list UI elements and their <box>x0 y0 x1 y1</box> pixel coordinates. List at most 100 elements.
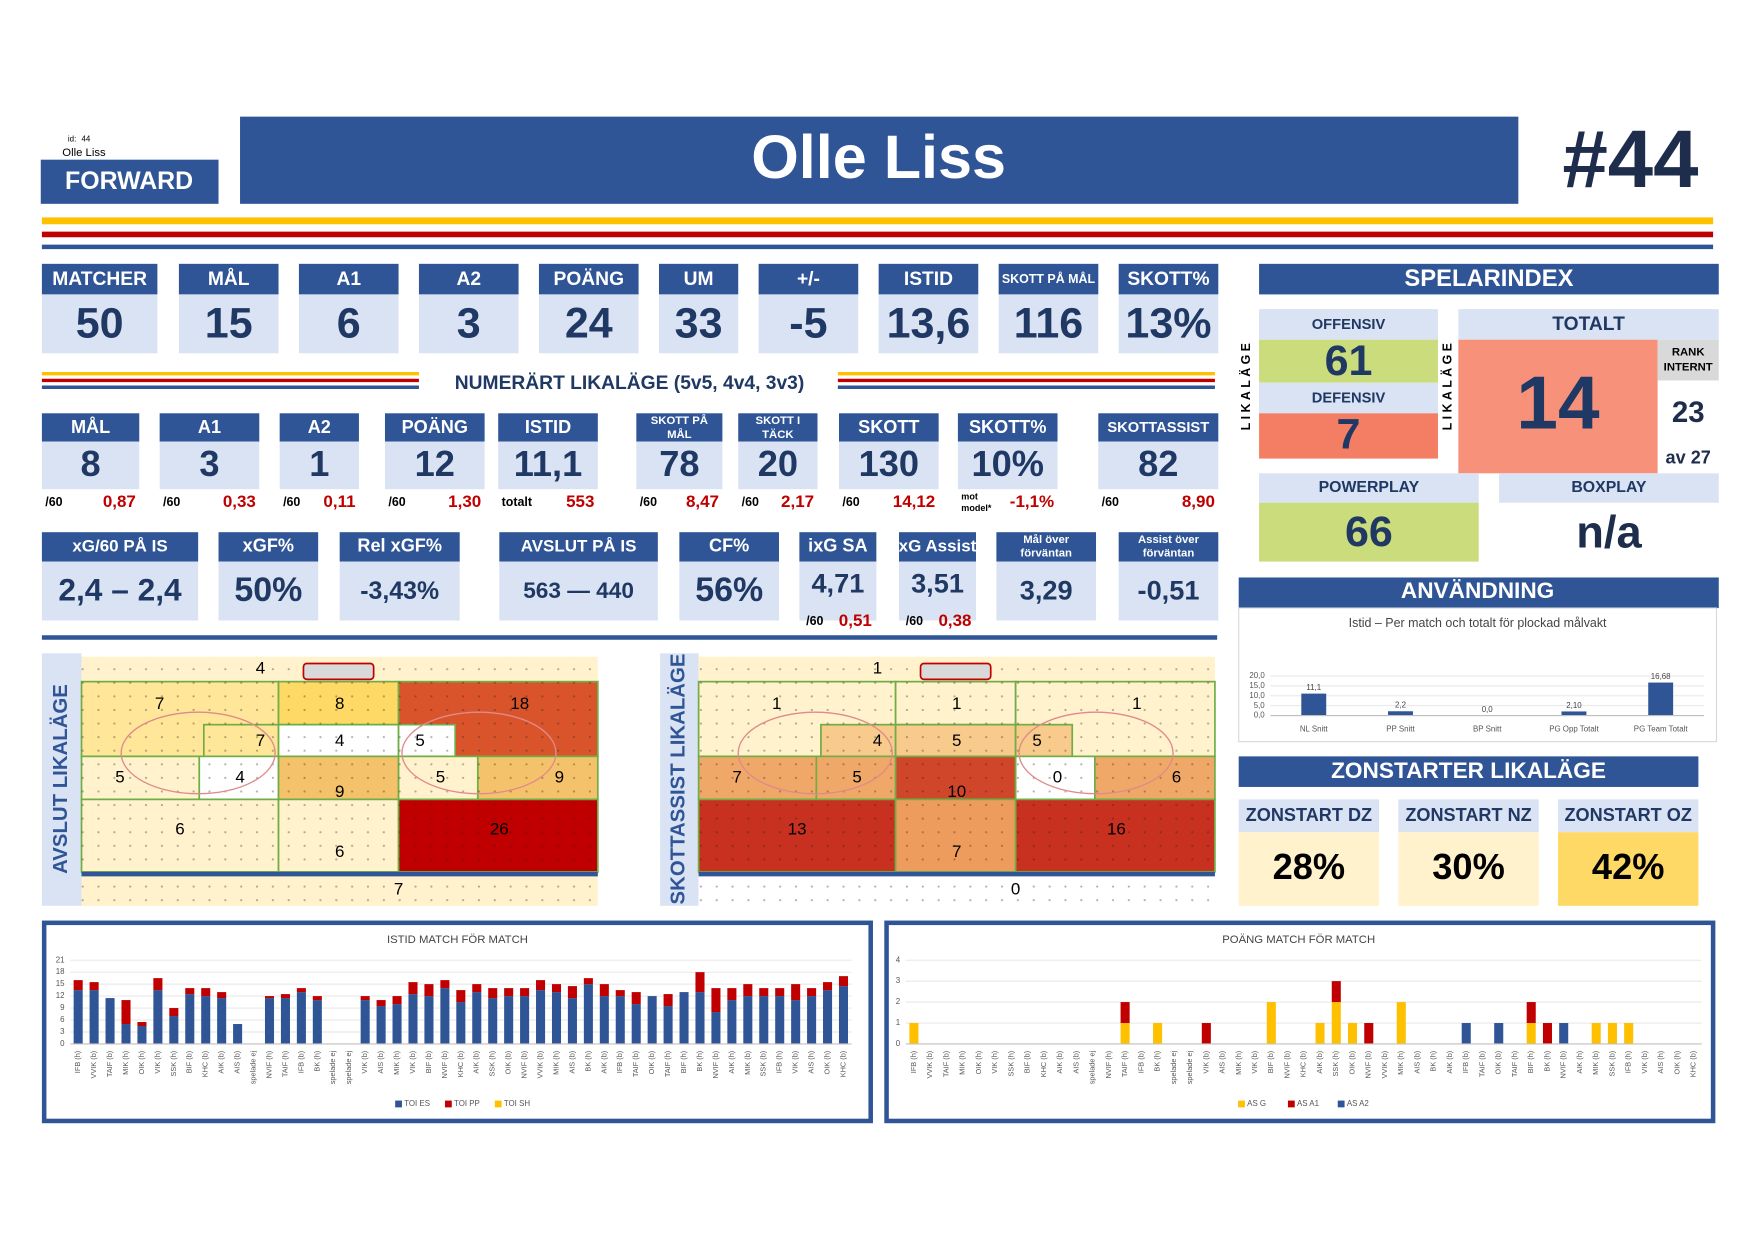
data-label: 0,0 <box>1482 705 1494 714</box>
y-tick-label: 15 <box>56 979 65 988</box>
bar-segment <box>711 1012 721 1044</box>
legend-label: TOI ES <box>404 1099 430 1108</box>
name-banner <box>240 116 1519 204</box>
bar-segment <box>264 996 275 999</box>
zone-label: ZONSTART DZ <box>1246 805 1372 825</box>
stat-header <box>178 263 279 295</box>
stat-value: 2,4 – 2,4 <box>58 572 182 608</box>
stat-label: ISTID <box>525 417 571 437</box>
bar-segment <box>743 984 753 997</box>
zone-count: 0 <box>1053 767 1062 786</box>
x-tick-label: AIK (b) <box>1315 1051 1324 1074</box>
y-tick-label: 12 <box>56 991 65 1000</box>
stat-value: -3,43% <box>360 577 439 605</box>
index-value: 7 <box>1337 410 1361 458</box>
zone-count: 4 <box>235 767 244 786</box>
x-tick-label: spelade ej <box>248 1050 257 1084</box>
bar-segment <box>424 996 434 1044</box>
stat-value-box <box>41 441 140 490</box>
index-total: 14 <box>1516 361 1600 445</box>
zone-count: 9 <box>335 782 344 801</box>
y-tick-label: 18 <box>56 967 65 976</box>
zone-count: 6 <box>175 819 184 838</box>
bar-segment <box>360 996 370 1001</box>
faceoff-circle <box>737 711 893 795</box>
zone-count: 0 <box>1011 879 1020 898</box>
stat-value-box <box>41 294 158 354</box>
stat-value-box <box>799 561 877 621</box>
x-tick-label: AIS (b) <box>1071 1051 1080 1074</box>
x-tick-label: VIK (b) <box>408 1051 417 1074</box>
stat-label: CF% <box>709 536 749 556</box>
x-tick-label: OIK (h) <box>822 1051 831 1075</box>
stat-value-box <box>1118 561 1219 621</box>
y-tick-label: 5,0 <box>1254 701 1266 710</box>
sub-label: totalt <box>502 495 532 509</box>
x-tick-label: AIK (b) <box>599 1051 608 1074</box>
stat-header <box>878 263 979 295</box>
bar-segment <box>807 988 817 997</box>
y-tick-label: 0 <box>60 1039 65 1048</box>
zone-count: 26 <box>490 819 509 838</box>
sub-label: /60 <box>163 495 180 509</box>
bar-segment <box>185 994 195 1044</box>
bar-segment <box>137 1026 147 1044</box>
zone-count: 1 <box>1132 694 1141 713</box>
zone-count: 4 <box>873 731 882 750</box>
bar-segment <box>408 982 418 995</box>
x-tick-label: AIS (h) <box>1656 1051 1665 1074</box>
bar-segment <box>909 1023 919 1044</box>
bar-segment <box>1201 1023 1211 1044</box>
x-tick-label: MIK (h) <box>958 1051 967 1075</box>
position: FORWARD <box>65 167 193 195</box>
index-label: TOTALT <box>1552 314 1625 335</box>
x-tick-label: AIS (b) <box>567 1051 576 1074</box>
bar-segment <box>695 972 705 993</box>
x-tick-label: spelade ej <box>1169 1050 1178 1084</box>
stat-value: 116 <box>1014 299 1083 347</box>
bar-segment <box>217 992 227 999</box>
id-value: 44 <box>82 134 91 143</box>
zone-count: 10 <box>947 782 966 801</box>
bar-segment <box>233 1024 243 1044</box>
x-tick-label: VIK (b) <box>791 1051 800 1074</box>
x-tick-label: VIK (b) <box>360 1051 369 1074</box>
bar-segment <box>472 992 482 1044</box>
stat-value: 15 <box>205 299 253 347</box>
sub-label: model* <box>961 503 992 513</box>
x-tick-label: IFB (b) <box>1461 1051 1470 1073</box>
x-tick-label: MIK (h) <box>1234 1051 1243 1075</box>
stat-header <box>679 532 779 562</box>
x-tick-label: TAIF (b) <box>941 1051 950 1077</box>
x-tick-label: spelade ej <box>1088 1050 1097 1084</box>
rink-title: AVSLUT LIKALÄGE <box>49 684 72 874</box>
bar-segment <box>1461 1023 1471 1044</box>
stat-label: förväntan <box>1143 548 1195 560</box>
bar-segment <box>456 1002 466 1044</box>
bar-segment <box>711 988 721 1013</box>
stat-value: 130 <box>859 443 919 484</box>
x-tick-label: NVIF (h) <box>1104 1051 1113 1079</box>
x-tick-label: BIF (b) <box>424 1051 433 1073</box>
stat-header <box>499 532 658 562</box>
data-label: 11,1 <box>1306 683 1321 692</box>
faceoff-circle <box>1018 711 1174 795</box>
bar-segment <box>1494 1023 1504 1044</box>
stat-value-box <box>899 561 977 621</box>
bar-segment <box>169 1016 179 1044</box>
x-tick-label: NL Snitt <box>1300 724 1329 733</box>
bar-segment <box>520 988 530 997</box>
x-tick-label: spelade ej <box>328 1050 337 1084</box>
x-tick-label: KHC (b) <box>838 1051 847 1078</box>
index-label-box <box>1259 473 1479 503</box>
bar-segment <box>583 984 593 1044</box>
sub-value: 0,87 <box>103 492 136 511</box>
data-label: 2,10 <box>1566 701 1582 710</box>
index-label: POWERPLAY <box>1319 479 1420 496</box>
bar-segment <box>360 1000 370 1044</box>
x-tick-label: IFB (h) <box>775 1051 784 1073</box>
x-tick-label: VVIK (b) <box>925 1051 934 1079</box>
zone-count: 7 <box>732 767 741 786</box>
bar-segment <box>73 980 83 991</box>
